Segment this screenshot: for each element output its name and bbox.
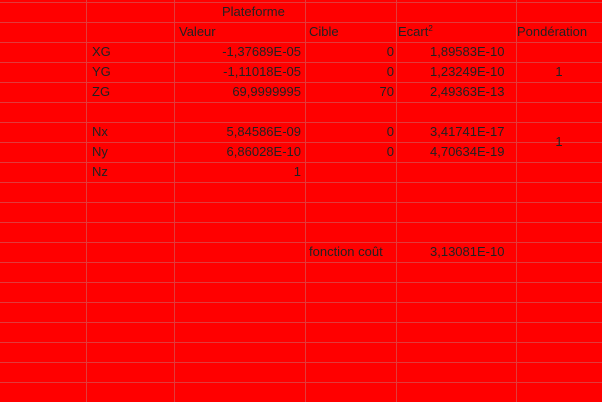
grid-row-line [0, 382, 602, 383]
grid-column-line [516, 0, 517, 402]
header-ecart: Ecart [398, 24, 429, 39]
valeur-nz[interactable]: 1 [293, 164, 301, 179]
grid-row-line [0, 322, 602, 323]
grid-row-line [0, 142, 602, 143]
valeur-ny[interactable]: 6,86028E-10 [226, 144, 301, 159]
row-label-nx[interactable]: Nx [92, 124, 108, 139]
ponderation-group-2[interactable]: 1 [555, 134, 563, 149]
valeur-nx[interactable]: 5,84586E-09 [226, 124, 301, 139]
row-label-zg[interactable]: ZG [92, 84, 111, 99]
cible-xg[interactable]: 0 [386, 44, 394, 59]
row-label-ny[interactable]: Ny [92, 144, 108, 159]
grid-column-line [86, 0, 87, 402]
valeur-yg[interactable]: -1,11018E-05 [223, 64, 301, 79]
header-ponderation[interactable]: Pondération [517, 24, 588, 39]
row-label-yg[interactable]: YG [92, 64, 111, 79]
grid-row-line [0, 162, 602, 163]
grid-column-line [174, 0, 175, 402]
grid-row-line [0, 342, 602, 343]
grid-row-line [0, 242, 602, 243]
grid-row-line [0, 2, 602, 3]
valeur-xg[interactable]: -1,37689E-05 [222, 44, 301, 59]
header-valeur[interactable]: Valeur [179, 24, 216, 39]
grid-row-line [0, 22, 602, 23]
header-cible[interactable]: Cible [309, 24, 339, 39]
grid-row-line [0, 102, 602, 103]
header-ecart-exponent: 2 [428, 24, 433, 33]
ecart-xg[interactable]: 1,89583E-10 [430, 44, 505, 59]
grid-row-line [0, 302, 602, 303]
row-label-xg[interactable]: XG [92, 44, 111, 59]
ecart-yg[interactable]: 1,23249E-10 [430, 64, 505, 79]
ecart-zg[interactable]: 2,49363E-13 [430, 84, 505, 99]
row-label-nz[interactable]: Nz [92, 164, 108, 179]
ecart-nx[interactable]: 3,41741E-17 [430, 124, 505, 139]
header-ecart-cell[interactable]: Ecart2 [398, 22, 478, 42]
cost-function-label[interactable]: fonction coût [309, 244, 383, 259]
cost-function-value[interactable]: 3,13081E-10 [430, 244, 505, 259]
cible-yg[interactable]: 0 [386, 64, 394, 79]
grid-row-line [0, 282, 602, 283]
grid-row-line [0, 202, 602, 203]
grid-column-line [305, 0, 306, 402]
grid-row-line [0, 82, 602, 83]
valeur-zg[interactable]: 69,9999995 [232, 84, 301, 99]
grid-row-line [0, 42, 602, 43]
grid-column-line [396, 0, 397, 402]
grid-row-line [0, 122, 602, 123]
grid-row-line [0, 182, 602, 183]
cible-zg[interactable]: 70 [379, 84, 394, 99]
grid-row-line [0, 262, 602, 263]
cible-nx[interactable]: 0 [386, 124, 394, 139]
ponderation-group-1[interactable]: 1 [555, 64, 563, 79]
header-plateforme[interactable]: Plateforme [222, 4, 285, 19]
grid-row-line [0, 362, 602, 363]
grid-row-line [0, 62, 602, 63]
cible-ny[interactable]: 0 [386, 144, 394, 159]
grid-row-line [0, 222, 602, 223]
ecart-ny[interactable]: 4,70634E-19 [430, 144, 505, 159]
